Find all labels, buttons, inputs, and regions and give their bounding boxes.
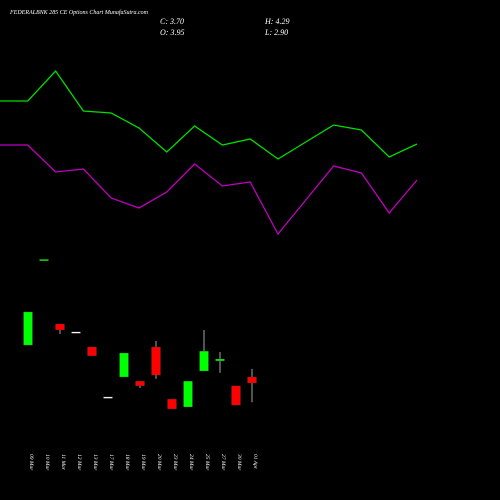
candle-body	[135, 380, 145, 387]
x-tick-label: 30 Mar	[236, 453, 242, 471]
x-tick-label: 13 Mar	[92, 454, 98, 471]
open-label: O: 3.95	[160, 28, 184, 37]
candle-body	[215, 358, 225, 362]
candle-body	[119, 352, 129, 378]
candle-body	[71, 331, 81, 334]
candle-body	[167, 398, 177, 410]
candle-body	[151, 346, 161, 376]
high-label: H: 4.29	[264, 17, 289, 26]
x-tick-label: 11 Mar	[60, 454, 66, 471]
x-tick-label: 01 Apr	[252, 454, 258, 470]
candle-body	[55, 323, 65, 331]
candle-body	[183, 380, 193, 408]
close-label: C: 3.70	[160, 17, 184, 26]
x-tick-label: 12 Mar	[76, 454, 82, 471]
x-tick-label: 19 Mar	[140, 454, 146, 471]
x-tick-label: 09 Mar	[28, 454, 34, 471]
candle-body	[39, 259, 49, 262]
candle-body	[103, 396, 113, 399]
candle-body	[199, 350, 209, 372]
candle-body	[23, 311, 33, 346]
x-tick-label: 27 Mar	[220, 454, 226, 471]
x-tick-label: 24 Mar	[188, 454, 195, 471]
line-series	[0, 69, 418, 160]
x-tick-label: 17 Mar	[108, 454, 114, 471]
x-tick-label: 10 Mar	[44, 454, 50, 471]
candle-body	[87, 346, 97, 357]
x-tick-label: 20 Mar	[156, 454, 162, 471]
x-tick-label: 23 Mar	[172, 454, 178, 471]
low-label: L: 2.90	[264, 28, 288, 37]
x-tick-label: 18 Mar	[124, 454, 130, 471]
chart-title: FEDERALBNK 285 CE Options Chart MunafaSu…	[9, 9, 149, 16]
line-series	[0, 144, 418, 236]
x-tick-label: 25 Mar	[204, 454, 210, 471]
candle-body	[231, 385, 241, 406]
candle-body	[247, 376, 257, 384]
